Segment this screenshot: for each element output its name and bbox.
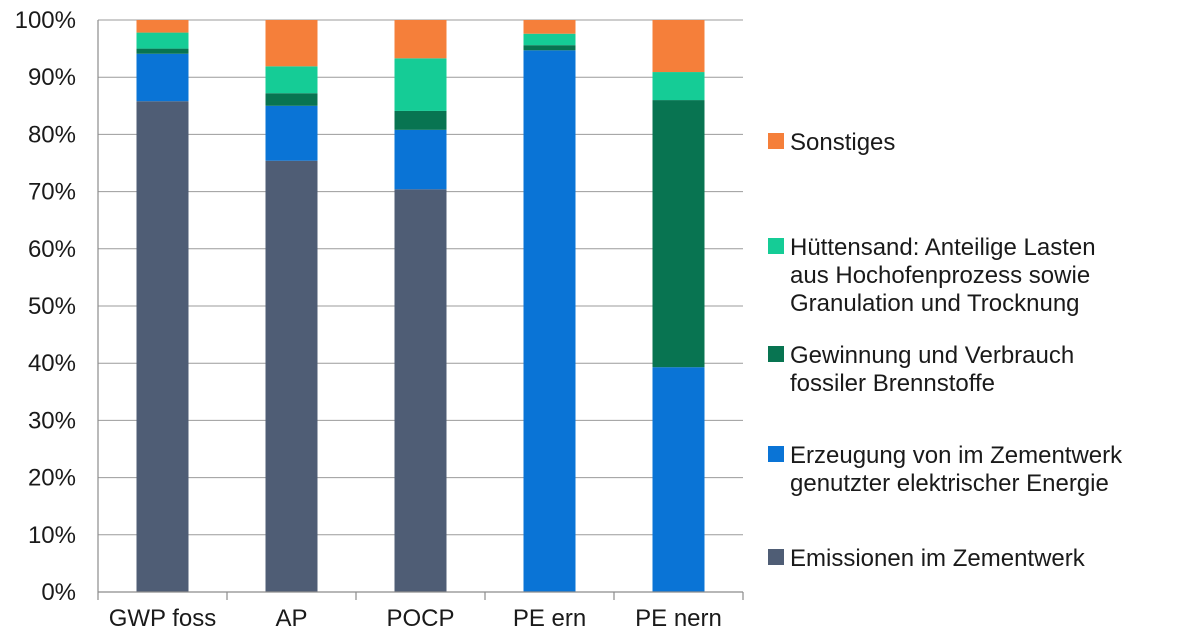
bar-segment: [523, 50, 576, 593]
legend-swatch: [768, 446, 784, 462]
y-tick-label: 30%: [28, 407, 76, 434]
legend-swatch: [768, 133, 784, 149]
y-tick-label: 40%: [28, 350, 76, 377]
bar-segment: [136, 20, 189, 33]
bar-segment: [394, 20, 447, 59]
bar-stack-pe-ern: [523, 20, 576, 593]
legend-swatch: [768, 238, 784, 254]
x-tick-label: GWP foss: [109, 605, 217, 632]
x-tick-label: POCP: [386, 605, 454, 632]
legend-item: Sonstiges: [768, 129, 895, 156]
legend-label: Erzeugung von im Zementwerk: [790, 442, 1123, 469]
legend-label: Emissionen im Zementwerk: [790, 545, 1086, 572]
bar-segment: [523, 33, 576, 46]
y-tick-label: 100%: [15, 7, 76, 34]
y-tick-label: 50%: [28, 293, 76, 320]
legend-label: genutzter elektrischer Energie: [790, 470, 1109, 497]
bar-segment: [265, 66, 318, 94]
bars: [136, 20, 705, 593]
bar-segment: [652, 72, 705, 101]
bar-segment: [265, 105, 318, 161]
y-tick-label: 10%: [28, 522, 76, 549]
legend-label: Hüttensand: Anteilige Lasten: [790, 234, 1096, 261]
bar-segment: [136, 101, 189, 592]
y-tick-label: 90%: [28, 64, 76, 91]
bar-segment: [652, 20, 705, 73]
bar-segment: [136, 32, 189, 49]
legend-swatch: [768, 549, 784, 565]
bar-stack-pocp: [394, 20, 447, 592]
x-tick-label: PE nern: [635, 605, 722, 632]
bar-segment: [523, 20, 576, 34]
axes: 0% 10% 20% 30% 40% 50% 60% 70% 80% 90% 100% GWP fos…: [15, 7, 744, 632]
legend-label: Gewinnung und Verbrauch: [790, 342, 1074, 369]
y-tick-label: 80%: [28, 121, 76, 148]
legend-label: Sonstiges: [790, 129, 895, 156]
bar-segment: [394, 189, 447, 592]
bar-segment: [652, 100, 705, 368]
legend-swatch: [768, 346, 784, 362]
legend: Sonstiges Hüttensand: Anteilige Lastenaus…: [768, 129, 1123, 572]
bar-segment: [136, 53, 189, 102]
y-tick-label: 0%: [41, 579, 76, 606]
bar-segment: [394, 58, 447, 111]
bar-segment: [265, 20, 318, 67]
legend-label: Granulation und Trocknung: [790, 290, 1080, 317]
legend-label: aus Hochofenprozess sowie: [790, 262, 1090, 289]
x-tick-label: PE ern: [513, 605, 586, 632]
bar-stack-pe-nern: [652, 20, 705, 592]
legend-item: Emissionen im Zementwerk: [768, 545, 1086, 572]
bar-segment: [265, 93, 318, 106]
bar-segment: [136, 48, 189, 54]
bar-segment: [394, 110, 447, 130]
bar-segment: [652, 367, 705, 592]
y-tick-label: 60%: [28, 236, 76, 263]
legend-label: fossiler Brennstoffe: [790, 370, 995, 397]
bar-segment: [523, 45, 576, 51]
x-tick-label: AP: [275, 605, 307, 632]
bar-stack-ap: [265, 20, 318, 592]
y-tick-label: 20%: [28, 465, 76, 492]
bar-segment: [394, 129, 447, 190]
bar-stack-gwp-foss: [136, 20, 189, 592]
y-tick-label: 70%: [28, 179, 76, 206]
bar-segment: [265, 160, 318, 592]
